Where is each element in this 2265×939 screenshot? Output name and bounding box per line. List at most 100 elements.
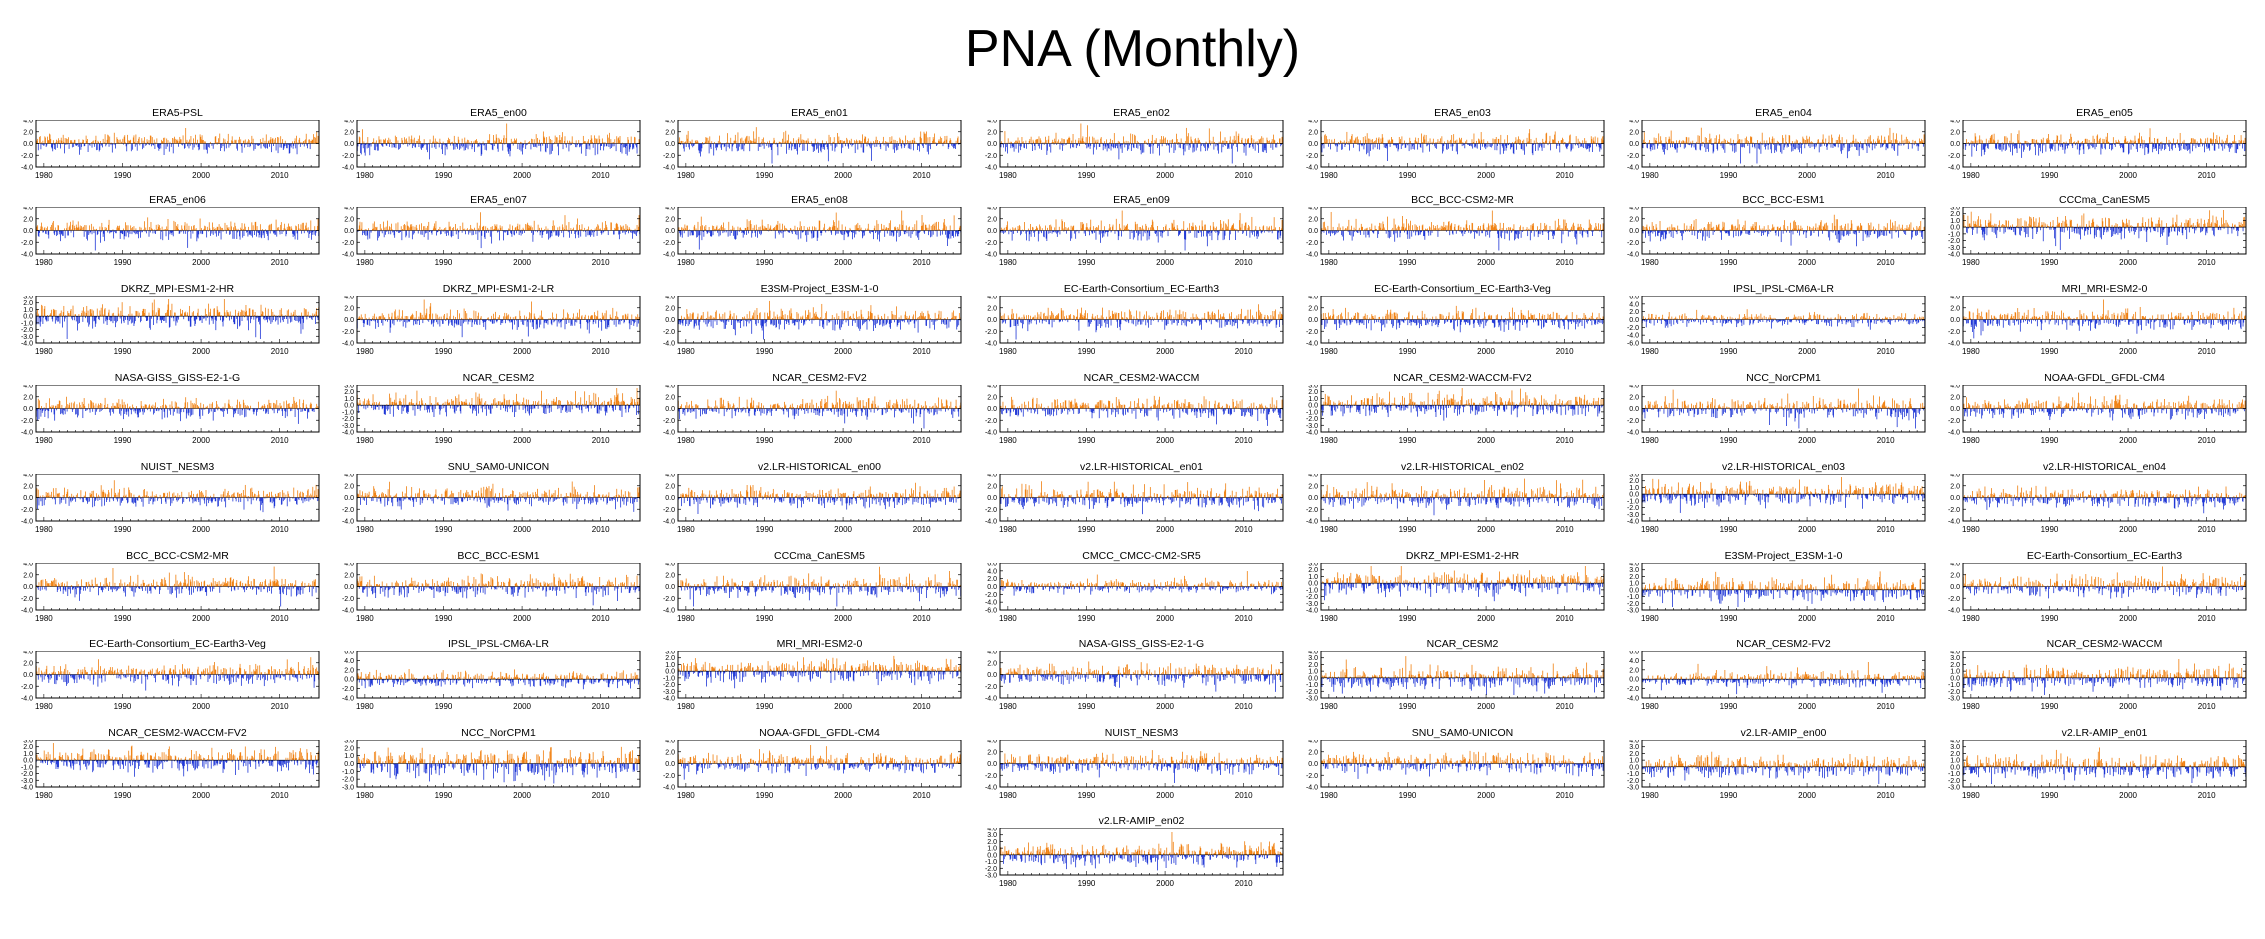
x-tick-label: 2010 bbox=[1556, 171, 1574, 180]
x-tick-label: 2010 bbox=[913, 258, 931, 267]
y-tick-label: 2.0 bbox=[665, 129, 675, 136]
x-tick-label: 2000 bbox=[1798, 171, 1816, 180]
y-tick-label: 4.0 bbox=[1308, 120, 1318, 125]
y-tick-label: 2.0 bbox=[1308, 129, 1318, 136]
x-tick-label: 2010 bbox=[592, 258, 610, 267]
y-tick-label: -2.0 bbox=[985, 153, 997, 160]
x-tick-label: 1990 bbox=[2041, 171, 2059, 180]
y-tick-label: 2.0 bbox=[665, 216, 675, 223]
y-tick-label: 4.0 bbox=[344, 207, 354, 212]
y-tick-label: -2.0 bbox=[342, 153, 354, 160]
panel-title: ERA5_en05 bbox=[1963, 107, 2246, 119]
panel-title: ERA5_en03 bbox=[1321, 107, 1604, 119]
x-tick-label: 2000 bbox=[1156, 171, 1174, 180]
x-tick-label: 1990 bbox=[1720, 171, 1738, 180]
y-tick-label: -2.0 bbox=[1627, 153, 1639, 160]
x-tick-label: 1990 bbox=[1399, 171, 1417, 180]
y-tick-label: 0.0 bbox=[23, 228, 33, 235]
x-tick-label: 1990 bbox=[756, 258, 774, 267]
panel-title: ERA5_en09 bbox=[1000, 194, 1283, 206]
x-tick-label: 2000 bbox=[834, 258, 852, 267]
x-tick-label: 1990 bbox=[114, 258, 132, 267]
panel-title: ERA5_en04 bbox=[1642, 107, 1925, 119]
y-tick-label: 0.0 bbox=[1950, 141, 1960, 148]
y-tick-label: 0.0 bbox=[1629, 141, 1639, 148]
x-tick-label: 1980 bbox=[1320, 171, 1338, 180]
y-tick-label: -4.0 bbox=[663, 252, 675, 259]
y-tick-label: 2.0 bbox=[987, 129, 997, 136]
y-tick-label: 4.0 bbox=[344, 120, 354, 125]
x-tick-label: 2000 bbox=[192, 171, 210, 180]
x-tick-label: 2010 bbox=[1235, 171, 1253, 180]
panel-title: ERA5_en01 bbox=[678, 107, 961, 119]
y-tick-label: -4.0 bbox=[1948, 165, 1960, 172]
y-tick-label: 0.0 bbox=[987, 141, 997, 148]
y-tick-label: 0.0 bbox=[665, 228, 675, 235]
y-tick-label: -2.0 bbox=[1306, 153, 1318, 160]
y-tick-label: -2.0 bbox=[21, 240, 33, 247]
x-tick-label: 2010 bbox=[1877, 171, 1895, 180]
x-tick-label: 2010 bbox=[913, 171, 931, 180]
x-tick-label: 2000 bbox=[1477, 171, 1495, 180]
page-title: PNA (Monthly) bbox=[0, 18, 2265, 80]
y-tick-label: 4.0 bbox=[987, 120, 997, 125]
y-tick-label: -4.0 bbox=[342, 252, 354, 259]
y-tick-label: 0.0 bbox=[665, 141, 675, 148]
x-tick-label: 1990 bbox=[114, 171, 132, 180]
x-tick-label: 1980 bbox=[677, 171, 695, 180]
panel-title: ERA5_en07 bbox=[357, 194, 640, 206]
x-tick-label: 2000 bbox=[2119, 171, 2137, 180]
x-tick-label: 1980 bbox=[356, 258, 374, 267]
x-tick-label: 1980 bbox=[356, 171, 374, 180]
y-tick-label: 0.0 bbox=[23, 141, 33, 148]
x-tick-label: 2010 bbox=[271, 171, 289, 180]
y-tick-label: -2.0 bbox=[663, 240, 675, 247]
x-tick-label: 1980 bbox=[1641, 171, 1659, 180]
y-tick-label: 0.0 bbox=[344, 228, 354, 235]
x-tick-label: 2000 bbox=[513, 171, 531, 180]
x-tick-label: 1980 bbox=[1962, 171, 1980, 180]
y-tick-label: 2.0 bbox=[344, 129, 354, 136]
x-tick-label: 1980 bbox=[35, 258, 53, 267]
x-tick-label: 2010 bbox=[2198, 171, 2216, 180]
x-tick-label: 1990 bbox=[756, 171, 774, 180]
x-tick-label: 2000 bbox=[513, 258, 531, 267]
y-tick-label: -2.0 bbox=[663, 153, 675, 160]
y-tick-label: 4.0 bbox=[1629, 120, 1639, 125]
y-tick-label: 4.0 bbox=[23, 207, 33, 212]
panel-title: ERA5-PSL bbox=[36, 107, 319, 119]
x-tick-label: 1990 bbox=[435, 171, 453, 180]
y-tick-label: -4.0 bbox=[21, 252, 33, 259]
x-tick-label: 2000 bbox=[192, 258, 210, 267]
y-tick-label: -2.0 bbox=[1948, 153, 1960, 160]
x-tick-label: 2010 bbox=[271, 258, 289, 267]
y-tick-label: 2.0 bbox=[23, 216, 33, 223]
y-tick-label: -4.0 bbox=[21, 165, 33, 172]
x-tick-label: 2010 bbox=[592, 171, 610, 180]
y-tick-label: 2.0 bbox=[1629, 129, 1639, 136]
x-tick-label: 1990 bbox=[1078, 171, 1096, 180]
panel-title: ERA5_en00 bbox=[357, 107, 640, 119]
y-tick-label: -4.0 bbox=[1627, 165, 1639, 172]
x-tick-label: 1990 bbox=[435, 258, 453, 267]
y-tick-label: 0.0 bbox=[1308, 141, 1318, 148]
y-tick-label: -2.0 bbox=[21, 153, 33, 160]
y-tick-label: -4.0 bbox=[985, 165, 997, 172]
panel-title: ERA5_en02 bbox=[1000, 107, 1283, 119]
y-tick-label: -4.0 bbox=[342, 165, 354, 172]
y-tick-label: -4.0 bbox=[663, 165, 675, 172]
y-tick-label: 4.0 bbox=[1950, 120, 1960, 125]
y-tick-label: -2.0 bbox=[342, 240, 354, 247]
panel-title: ERA5_en08 bbox=[678, 194, 961, 206]
y-tick-label: 4.0 bbox=[23, 120, 33, 125]
